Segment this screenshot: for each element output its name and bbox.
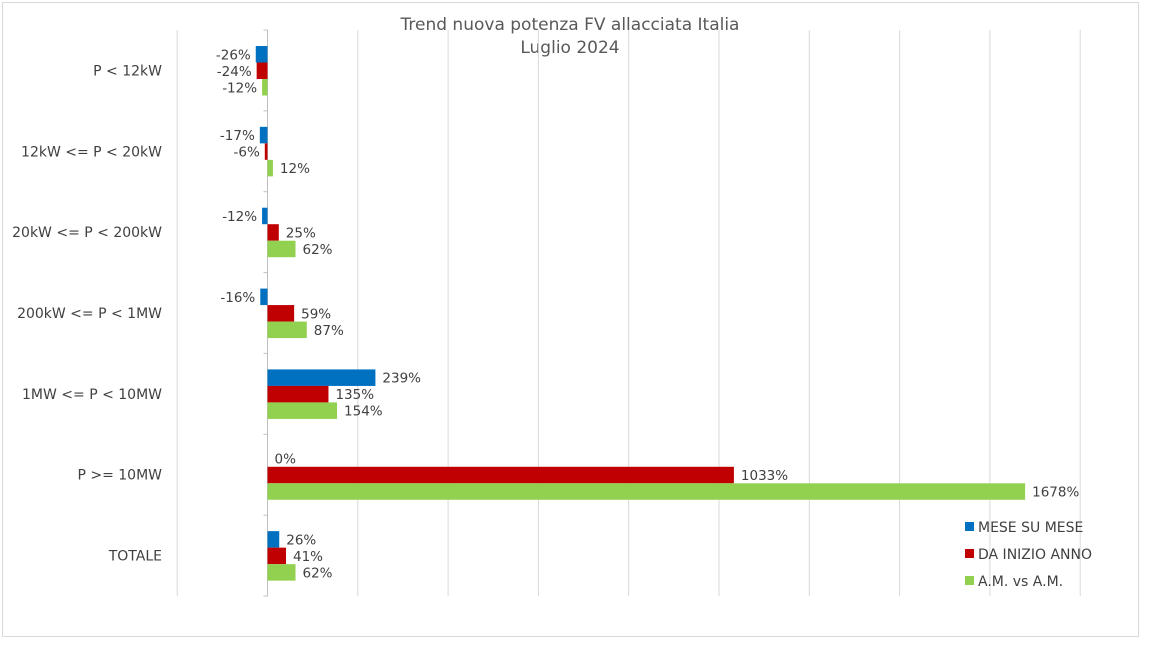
legend-swatch [965, 549, 974, 558]
legend-label: MESE SU MESE [978, 520, 1083, 536]
data-label: -6% [233, 145, 259, 161]
data-label: 62% [302, 565, 332, 581]
bar [267, 385, 329, 403]
data-label: -24% [217, 64, 252, 80]
data-label: 62% [302, 242, 332, 258]
category-axis [263, 29, 268, 597]
data-label: -12% [222, 209, 257, 225]
bar [267, 240, 296, 258]
legend-label: A.M. vs A.M. [978, 574, 1063, 590]
data-label: 0% [275, 452, 297, 468]
category-label: 20kW <= P < 200kW [12, 225, 162, 241]
category-label: TOTALE [108, 549, 162, 565]
category-label: 200kW <= P < 1MW [17, 306, 162, 322]
bar [267, 483, 1026, 500]
bar [262, 79, 268, 96]
data-label: 41% [293, 549, 323, 565]
legend: MESE SU MESE DA INIZIO ANNO A.M. vs A.M. [965, 520, 1092, 590]
bar [267, 531, 280, 548]
bars [255, 46, 1026, 581]
data-label: 26% [286, 532, 316, 548]
legend-swatch [965, 576, 974, 585]
chart-frame [2, 2, 1139, 637]
bar [262, 207, 268, 225]
legend-swatch [965, 522, 974, 531]
bar [267, 305, 295, 322]
category-label: 1MW <= P < 10MW [22, 387, 162, 403]
bar [267, 547, 287, 565]
bar [267, 369, 376, 386]
category-labels: P < 12kW 12kW <= P < 20kW 20kW <= P < 200k… [12, 63, 162, 564]
data-label: -26% [216, 47, 251, 63]
data-label: 87% [314, 323, 344, 339]
data-label: 25% [286, 225, 316, 241]
data-label: -17% [220, 128, 255, 144]
category-label: P >= 10MW [77, 468, 162, 484]
data-label: 12% [280, 161, 310, 177]
legend-label: DA INIZIO ANNO [978, 547, 1092, 563]
data-label: -12% [222, 80, 257, 96]
data-label: 1678% [1032, 485, 1079, 501]
data-label: 59% [301, 306, 331, 322]
data-label: 135% [335, 387, 374, 403]
category-label: 12kW <= P < 20kW [21, 144, 162, 160]
data-labels: -26%-24%-12%-17%-6%12%-12%25%62%-16%59%8… [216, 47, 1080, 581]
chart-subtitle: Luglio 2024 [520, 38, 619, 58]
bar [267, 321, 307, 339]
chart-title: Trend nuova potenza FV allacciata Italia [400, 15, 740, 35]
data-label: 1033% [741, 468, 788, 484]
bar [267, 466, 734, 484]
category-label: P < 12kW [93, 63, 162, 79]
data-label: 154% [344, 404, 383, 420]
bar [256, 62, 268, 79]
bar [260, 288, 268, 306]
bar [267, 159, 273, 177]
bar [267, 402, 338, 419]
bar [255, 46, 268, 63]
data-label: -16% [220, 290, 255, 306]
bar [259, 126, 268, 144]
bar [264, 143, 268, 160]
data-label: 239% [382, 371, 421, 387]
bar [267, 224, 279, 241]
bar [267, 564, 296, 581]
